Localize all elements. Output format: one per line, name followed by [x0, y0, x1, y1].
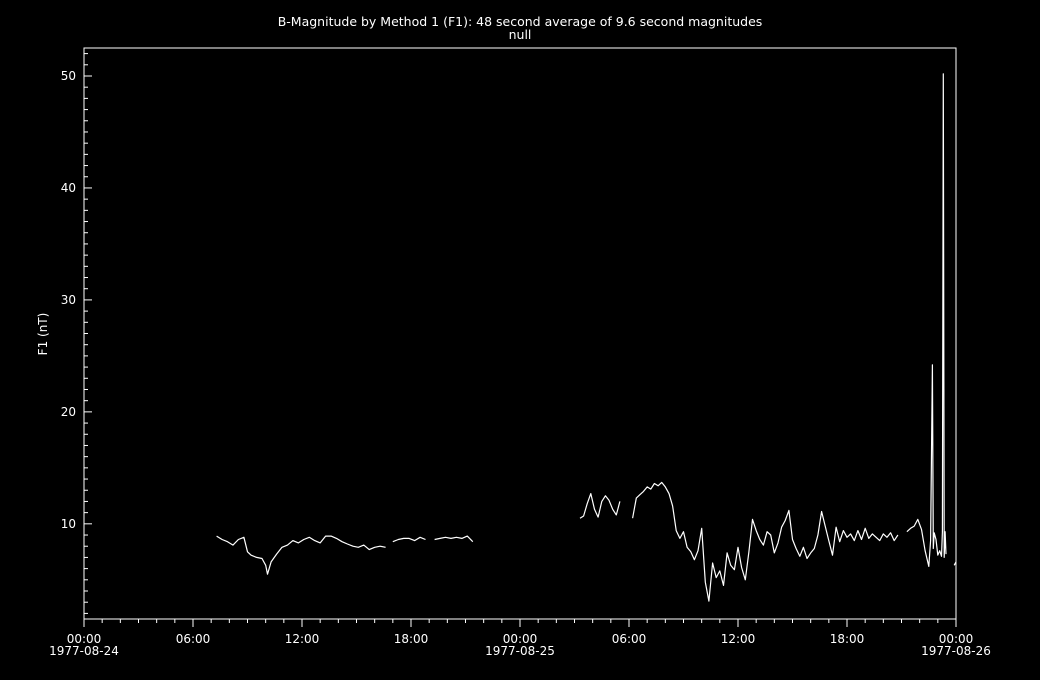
- x-tick-date-label: 1977-08-24: [49, 644, 119, 658]
- x-tick-date-label: 1977-08-25: [485, 644, 555, 658]
- chart-subtitle: null: [508, 27, 532, 42]
- series-line-segment: [392, 536, 426, 543]
- series-line-segment: [434, 535, 474, 543]
- x-tick-label: 00:00: [503, 632, 538, 646]
- y-tick-label: 50: [61, 69, 76, 83]
- plot-frame: [83, 47, 957, 620]
- series-line-segment: [216, 535, 386, 575]
- x-tick-label: 00:00: [939, 632, 974, 646]
- series-line-segment: [906, 73, 947, 568]
- series-line-segment: [632, 481, 899, 602]
- x-tick-label: 18:00: [394, 632, 429, 646]
- y-tick-label: 30: [61, 293, 76, 307]
- x-tick-date-label: 1977-08-26: [921, 644, 991, 658]
- x-tick-label: 12:00: [285, 632, 320, 646]
- series-line-segment: [953, 561, 957, 566]
- y-tick-label: 20: [61, 405, 76, 419]
- y-axis: 10 20 30 40 50: [61, 53, 92, 614]
- y-tick-label: 10: [61, 517, 76, 531]
- series-line-segment: [579, 493, 621, 519]
- chart-title: B-Magnitude by Method 1 (F1): 48 second …: [277, 14, 763, 29]
- x-tick-label: 06:00: [612, 632, 647, 646]
- x-tick-label: 12:00: [721, 632, 756, 646]
- x-tick-label: 06:00: [176, 632, 211, 646]
- series-layer: [216, 73, 957, 602]
- x-tick-label: 18:00: [830, 632, 865, 646]
- x-tick-label: 00:00: [67, 632, 102, 646]
- y-tick-label: 40: [61, 181, 76, 195]
